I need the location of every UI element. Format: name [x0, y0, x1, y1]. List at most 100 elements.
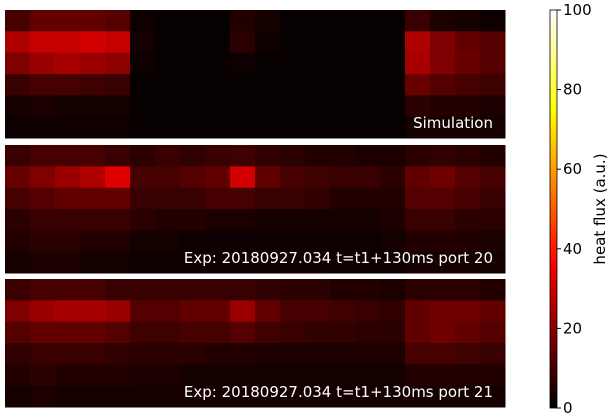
heat-cell	[330, 321, 356, 344]
heat-cell	[55, 166, 81, 189]
heat-cell	[255, 116, 281, 139]
heat-cell	[330, 145, 356, 167]
heat-cell	[305, 364, 331, 387]
heat-cell	[180, 31, 206, 54]
heat-cell	[55, 364, 81, 387]
heat-cell	[55, 321, 81, 344]
panel-label: Exp: 20180927.034 t=t1+130ms port 20	[184, 249, 493, 267]
heat-cell	[105, 166, 131, 189]
heat-cell	[155, 300, 181, 323]
heat-cell	[330, 230, 356, 253]
colorbar-tick-label: 80	[563, 81, 582, 99]
heat-cell	[305, 251, 331, 274]
heat-cell	[155, 52, 181, 75]
heat-cell	[280, 95, 306, 118]
heat-cell	[205, 145, 231, 167]
heat-cell	[80, 74, 106, 96]
heat-cell	[455, 10, 481, 32]
heat-cell	[480, 10, 506, 32]
heat-cell	[480, 321, 506, 344]
heat-cell	[255, 385, 281, 408]
heat-cell	[255, 95, 281, 118]
heat-cell	[380, 187, 406, 210]
heat-cell	[355, 385, 381, 408]
heat-cell	[105, 31, 131, 54]
heat-cell	[405, 300, 431, 323]
heat-cell	[205, 31, 231, 54]
heat-cell	[80, 31, 106, 54]
heat-cell	[255, 300, 281, 323]
heat-cell	[80, 230, 106, 253]
heat-cell	[55, 251, 81, 274]
heat-cell	[430, 116, 456, 139]
heat-cell	[180, 74, 206, 96]
heat-cell	[130, 343, 156, 365]
heat-cell	[280, 74, 306, 96]
heat-cell	[230, 209, 256, 231]
heat-cell	[105, 74, 131, 96]
heat-cell	[305, 300, 331, 323]
heat-cell	[455, 116, 481, 139]
heat-cell	[305, 116, 331, 139]
heat-cell	[155, 10, 181, 32]
heat-cell	[380, 279, 406, 301]
heat-cell	[430, 74, 456, 96]
heat-cell	[30, 251, 56, 274]
heat-cell	[355, 10, 381, 32]
heat-cell	[55, 145, 81, 167]
heat-cell	[205, 279, 231, 301]
panel-label: Exp: 20180927.034 t=t1+130ms port 21	[184, 383, 493, 401]
heat-cell	[55, 95, 81, 118]
heat-cell	[280, 187, 306, 210]
heat-cell	[130, 321, 156, 344]
heat-cell	[5, 95, 31, 118]
heat-cell	[455, 145, 481, 167]
heat-cell	[180, 300, 206, 323]
heat-cell	[105, 251, 131, 274]
heat-cell	[155, 364, 181, 387]
heat-cell	[155, 321, 181, 344]
heat-cell	[480, 116, 506, 139]
heat-cell	[405, 364, 431, 387]
heat-cell	[155, 95, 181, 118]
heat-cell	[330, 95, 356, 118]
heat-cell	[405, 321, 431, 344]
heat-cell	[280, 364, 306, 387]
heat-cell	[130, 364, 156, 387]
heat-cell	[105, 209, 131, 231]
heat-cell	[355, 300, 381, 323]
heat-cell	[405, 385, 431, 408]
heat-cell	[330, 74, 356, 96]
colorbar-tick-label: 100	[563, 1, 592, 19]
heat-cell	[330, 10, 356, 32]
heat-cell	[55, 279, 81, 301]
heat-cell	[80, 385, 106, 408]
heat-cell	[5, 52, 31, 75]
heat-cell	[230, 31, 256, 54]
heat-cell	[255, 187, 281, 210]
heat-cell	[480, 52, 506, 75]
heat-cell	[155, 251, 181, 274]
heat-cell	[330, 385, 356, 408]
heat-cell	[80, 95, 106, 118]
heat-cell	[30, 116, 56, 139]
heat-cell	[480, 74, 506, 96]
heat-cell	[355, 343, 381, 365]
heat-cell	[405, 52, 431, 75]
heat-cell	[205, 230, 231, 253]
heat-cell	[230, 166, 256, 189]
heat-cell	[5, 187, 31, 210]
heat-cell	[55, 385, 81, 408]
heat-cell	[30, 364, 56, 387]
heat-cell	[130, 209, 156, 231]
heat-cell	[230, 364, 256, 387]
heat-cell	[430, 364, 456, 387]
heat-cell	[455, 74, 481, 96]
heat-cell	[305, 145, 331, 167]
heat-cell	[280, 279, 306, 301]
heat-cell	[380, 31, 406, 54]
heat-cell	[330, 187, 356, 210]
heat-cell	[330, 364, 356, 387]
heat-cell	[455, 300, 481, 323]
